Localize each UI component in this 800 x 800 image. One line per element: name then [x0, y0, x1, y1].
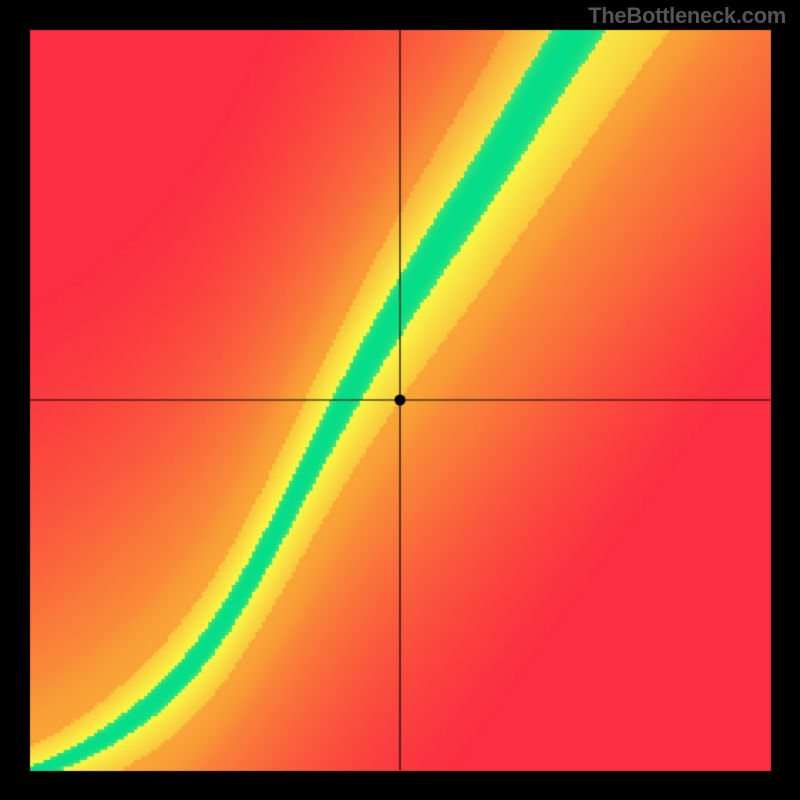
bottleneck-heatmap-canvas	[0, 0, 800, 800]
watermark-text: TheBottleneck.com	[588, 3, 786, 29]
chart-container: TheBottleneck.com	[0, 0, 800, 800]
